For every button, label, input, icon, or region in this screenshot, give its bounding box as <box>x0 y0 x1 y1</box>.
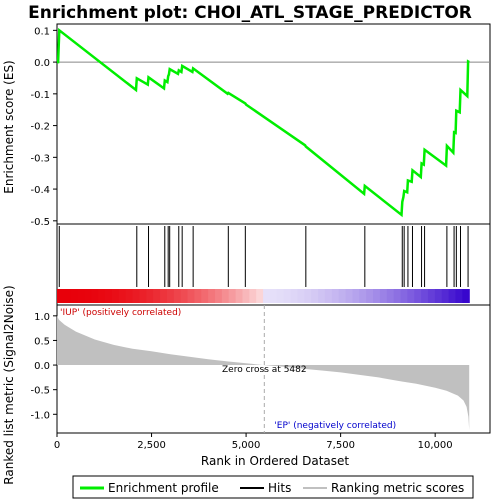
legend-box <box>72 475 474 499</box>
es-panel: 0.1 0.0 -0.1 -0.2 -0.3 -0.4 -0.5 <box>30 23 491 228</box>
rank-bar-segment <box>166 289 175 303</box>
rank-bar-segment <box>434 289 443 303</box>
legend-hits-label: Hits <box>268 481 291 495</box>
rank-bar-segment <box>386 289 395 303</box>
rank-bar-segment <box>173 289 182 303</box>
x-tick-label: 7,500 <box>326 440 355 451</box>
rank-bar-segment <box>373 289 381 303</box>
es-y-tick-label: 0.1 <box>34 26 50 37</box>
rank-bar-segment <box>290 289 299 303</box>
es-y-tick-label: -0.2 <box>30 122 50 133</box>
rank-bar-segment <box>297 289 305 303</box>
rank-bar-segment <box>57 289 65 303</box>
metric-y-tick-label: 0.0 <box>34 361 50 372</box>
rank-bar-segment <box>139 289 147 303</box>
rank-bar-segment <box>70 289 79 303</box>
rank-bar-segment <box>263 289 271 303</box>
enrichment-profile-line <box>56 27 470 218</box>
hits-panel <box>56 223 491 306</box>
rank-bar-segment <box>269 289 278 303</box>
x-tick-label: 5,000 <box>232 440 261 451</box>
rank-bar-segment <box>235 289 244 303</box>
rank-bar-segment <box>118 289 127 303</box>
rank-bar-segment <box>208 289 216 303</box>
rank-bar-segment <box>318 289 326 303</box>
rank-bar-segment <box>366 289 374 303</box>
positive-correlation-label: 'IUP' (positively correlated) <box>60 308 181 318</box>
es-y-tick-label: -0.3 <box>30 153 50 164</box>
metric-y-tick-label: -0.5 <box>30 386 50 397</box>
rank-bar-segment <box>215 289 223 303</box>
legend: Enrichment profile Hits Ranking metric s… <box>72 475 474 499</box>
rank-bar-segment <box>221 289 230 303</box>
metric-axis-label: Ranked list metric (Signal2Noise) <box>2 285 16 484</box>
es-y-tick-label: -0.5 <box>30 217 50 228</box>
chart-title: Enrichment plot: CHOI_ATL_STAGE_PREDICTO… <box>28 3 472 23</box>
es-y-tick-label: -0.1 <box>30 90 50 101</box>
rank-bar-segment <box>194 289 202 303</box>
rank-bar-segment <box>441 289 450 303</box>
rank-bar-segment <box>256 289 264 303</box>
ranked-metric-panel: 1.0 0.5 0.0 -0.5 -1.0 0 2,500 5,000 7,500 10,000 Z… <box>30 304 491 451</box>
es-y-tick-label: -0.4 <box>30 185 50 196</box>
rank-bar-segment <box>180 289 189 303</box>
rank-bar-segment <box>84 289 92 303</box>
legend-profile-label: Enrichment profile <box>108 481 219 495</box>
rank-bar-segment <box>276 289 285 303</box>
rank-bar-segment <box>77 289 86 303</box>
rank-bar-segment <box>427 289 436 303</box>
rank-bar-segment <box>132 289 141 303</box>
rank-bar-segment <box>201 289 209 303</box>
rank-bar-segment <box>187 289 196 303</box>
rank-bar-segment <box>345 289 354 303</box>
legend-metric-label: Ranking metric scores <box>331 481 464 495</box>
rank-bar-segment <box>105 289 113 303</box>
es-y-tick-label: 0.0 <box>34 58 50 69</box>
metric-y-tick-label: 0.5 <box>34 336 50 347</box>
rank-bar-segment <box>98 289 106 303</box>
rank-bar-segment <box>331 289 340 303</box>
rank-bar-segment <box>146 289 154 303</box>
metric-y-tick-label: -1.0 <box>30 410 50 421</box>
rank-bar-segment <box>462 289 470 303</box>
rank-bar-segment <box>242 289 250 303</box>
rank-bar-segment <box>352 289 360 303</box>
rank-bar-segment <box>393 289 402 303</box>
rank-bar-segment <box>125 289 134 303</box>
rank-bar-segment <box>153 289 161 303</box>
zero-cross-label: Zero cross at 5482 <box>222 365 307 375</box>
rank-bar-segment <box>407 289 415 303</box>
rank-bar-segment <box>91 289 99 303</box>
rank-bar-segment <box>338 289 347 303</box>
rank-bar-segment <box>400 289 408 303</box>
rank-bar-segment <box>63 289 72 303</box>
rank-bar-segment <box>324 289 333 303</box>
rank-bar-segment <box>448 289 457 303</box>
rank-bar-segment <box>414 289 422 303</box>
es-axis-label: Enrichment score (ES) <box>2 60 16 193</box>
x-tick-label: 2,500 <box>137 440 166 451</box>
rank-bar-segment <box>283 289 292 303</box>
ranking-metric-area <box>57 315 470 430</box>
rank-bar-segment <box>359 289 367 303</box>
x-tick-label: 10,000 <box>418 440 453 451</box>
rank-bar-segment <box>111 289 120 303</box>
rank-bar-segment <box>304 289 312 303</box>
rank-color-bar <box>57 289 470 303</box>
rank-bar-segment <box>160 289 168 303</box>
rank-bar-segment <box>311 289 319 303</box>
rank-bar-segment <box>421 289 429 303</box>
metric-y-tick-label: 1.0 <box>34 312 50 323</box>
negative-correlation-label: 'EP' (negatively correlated) <box>274 421 396 431</box>
rank-bar-segment <box>379 289 388 303</box>
x-axis-label: Rank in Ordered Dataset <box>201 454 349 468</box>
x-tick-label: 0 <box>54 440 60 451</box>
rank-bar-segment <box>455 289 463 303</box>
rank-bar-segment <box>228 289 237 303</box>
rank-bar-segment <box>249 289 257 303</box>
